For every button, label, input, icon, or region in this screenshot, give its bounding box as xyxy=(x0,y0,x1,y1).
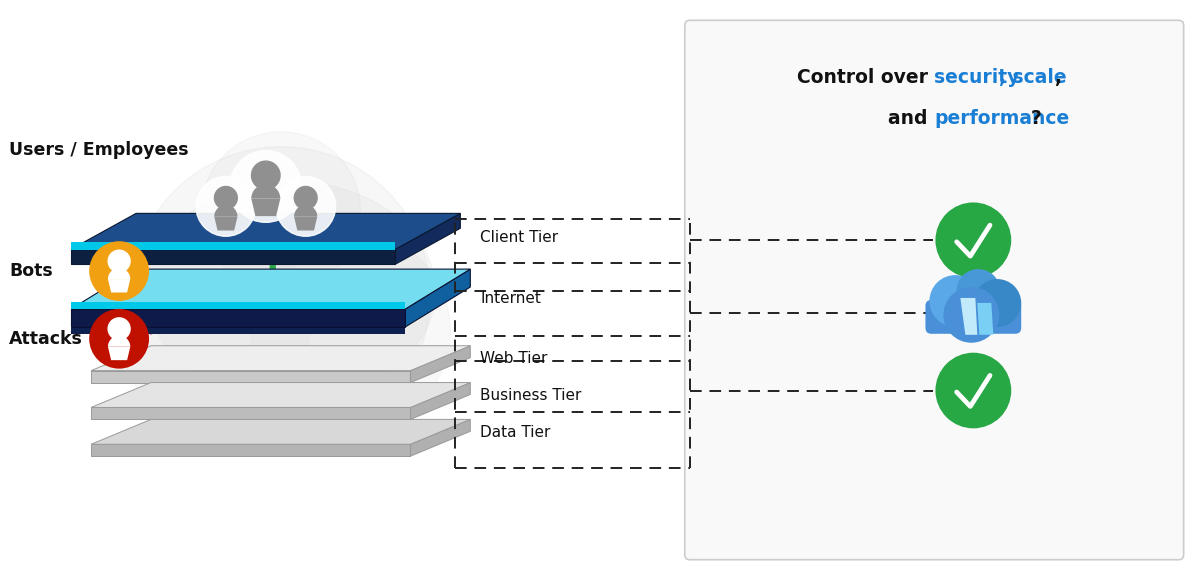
Circle shape xyxy=(956,269,1001,313)
Circle shape xyxy=(112,221,311,421)
Text: Web Tier: Web Tier xyxy=(480,351,547,366)
Polygon shape xyxy=(410,419,470,456)
Polygon shape xyxy=(91,371,410,382)
Polygon shape xyxy=(91,407,410,419)
Wedge shape xyxy=(108,268,131,279)
Text: , scale: , scale xyxy=(1000,67,1067,87)
Polygon shape xyxy=(71,213,461,249)
FancyBboxPatch shape xyxy=(925,300,1021,334)
Text: and: and xyxy=(888,109,935,128)
Circle shape xyxy=(276,177,336,236)
Circle shape xyxy=(89,309,149,368)
Text: security: security xyxy=(935,67,1020,87)
Wedge shape xyxy=(294,205,317,217)
Circle shape xyxy=(196,177,256,236)
Text: Data Tier: Data Tier xyxy=(480,425,551,440)
Text: Bots: Bots xyxy=(10,262,53,280)
Circle shape xyxy=(200,132,360,291)
Circle shape xyxy=(230,150,301,223)
Polygon shape xyxy=(251,199,281,216)
Polygon shape xyxy=(410,382,470,419)
Circle shape xyxy=(294,187,317,209)
FancyBboxPatch shape xyxy=(685,20,1183,560)
Polygon shape xyxy=(91,419,470,444)
Circle shape xyxy=(973,279,1021,327)
Text: performance: performance xyxy=(935,109,1069,128)
Polygon shape xyxy=(71,309,406,327)
Circle shape xyxy=(936,353,1012,428)
Polygon shape xyxy=(977,303,994,335)
Text: ?: ? xyxy=(1031,109,1042,128)
Polygon shape xyxy=(71,242,396,250)
Circle shape xyxy=(131,146,431,445)
Text: Control over: Control over xyxy=(797,67,935,87)
Polygon shape xyxy=(396,213,461,264)
Circle shape xyxy=(251,231,450,431)
Polygon shape xyxy=(406,269,470,327)
Polygon shape xyxy=(960,298,977,335)
Polygon shape xyxy=(108,347,131,360)
Circle shape xyxy=(943,287,1000,343)
Polygon shape xyxy=(91,346,470,371)
Ellipse shape xyxy=(146,181,436,400)
Circle shape xyxy=(215,187,238,209)
Wedge shape xyxy=(215,205,238,217)
Polygon shape xyxy=(410,346,470,382)
Text: Attacks: Attacks xyxy=(10,330,83,348)
Polygon shape xyxy=(71,328,406,334)
Text: Business Tier: Business Tier xyxy=(480,388,582,403)
Circle shape xyxy=(936,202,1012,278)
Polygon shape xyxy=(91,444,410,456)
Wedge shape xyxy=(251,184,281,199)
Text: Client Tier: Client Tier xyxy=(480,229,558,245)
Text: ,: , xyxy=(1054,67,1061,87)
Polygon shape xyxy=(71,269,470,309)
Polygon shape xyxy=(71,249,396,264)
Wedge shape xyxy=(108,336,131,347)
Circle shape xyxy=(108,250,130,272)
Polygon shape xyxy=(215,217,238,231)
Polygon shape xyxy=(71,302,406,309)
Circle shape xyxy=(252,161,280,189)
Circle shape xyxy=(89,241,149,301)
Text: Internet: Internet xyxy=(480,292,541,306)
Polygon shape xyxy=(91,382,470,407)
Text: Users / Employees: Users / Employees xyxy=(10,141,188,159)
Circle shape xyxy=(108,318,130,340)
Polygon shape xyxy=(108,279,131,292)
Polygon shape xyxy=(294,217,317,231)
Circle shape xyxy=(930,275,982,327)
